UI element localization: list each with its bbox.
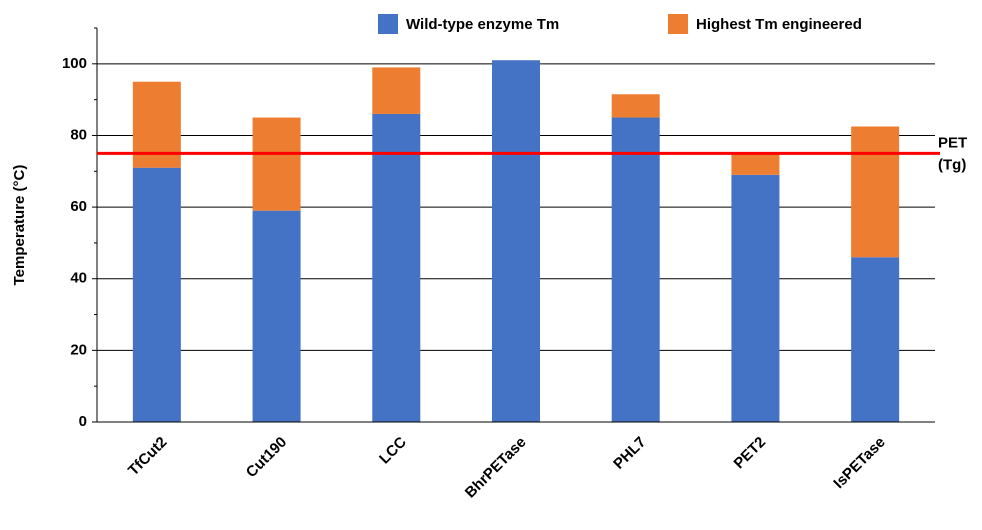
- x-tick-label: Cut190: [243, 434, 290, 481]
- bar-segment: [132, 167, 181, 422]
- x-tick-label: TfCut2: [125, 434, 171, 480]
- bar-segment: [851, 126, 900, 258]
- bar-segment: [252, 117, 301, 211]
- reference-label: PET: [938, 134, 967, 151]
- bar-segment: [611, 94, 660, 118]
- legend-label: Highest Tm engineered: [696, 16, 862, 33]
- y-tick-label: 80: [70, 126, 87, 143]
- y-tick-label: 60: [70, 198, 87, 215]
- bar-segment: [492, 60, 540, 423]
- bar-segment: [372, 67, 421, 114]
- x-tick-label: BhrPETase: [462, 434, 530, 502]
- bar-segment: [252, 210, 301, 422]
- bar-segment: [731, 153, 780, 175]
- y-axis-label: Temperature (°C): [11, 165, 28, 286]
- x-tick-label: IsPETase: [830, 434, 888, 492]
- x-tick-label: PHL7: [610, 434, 649, 473]
- legend-swatch: [668, 14, 688, 34]
- reference-label: (Tg): [938, 156, 966, 173]
- x-tick-label: LCC: [376, 433, 410, 467]
- y-tick-label: 100: [62, 55, 87, 72]
- legend-swatch: [378, 14, 398, 34]
- bar-segment: [372, 113, 421, 423]
- bar-segment: [851, 257, 900, 422]
- y-tick-label: 40: [70, 270, 87, 287]
- legend-label: Wild-type enzyme Tm: [406, 16, 559, 33]
- x-tick-label: PET2: [731, 434, 770, 473]
- y-tick-label: 0: [79, 413, 87, 430]
- bar-segment: [611, 117, 660, 422]
- y-tick-label: 20: [70, 341, 87, 358]
- bar-segment: [731, 174, 780, 422]
